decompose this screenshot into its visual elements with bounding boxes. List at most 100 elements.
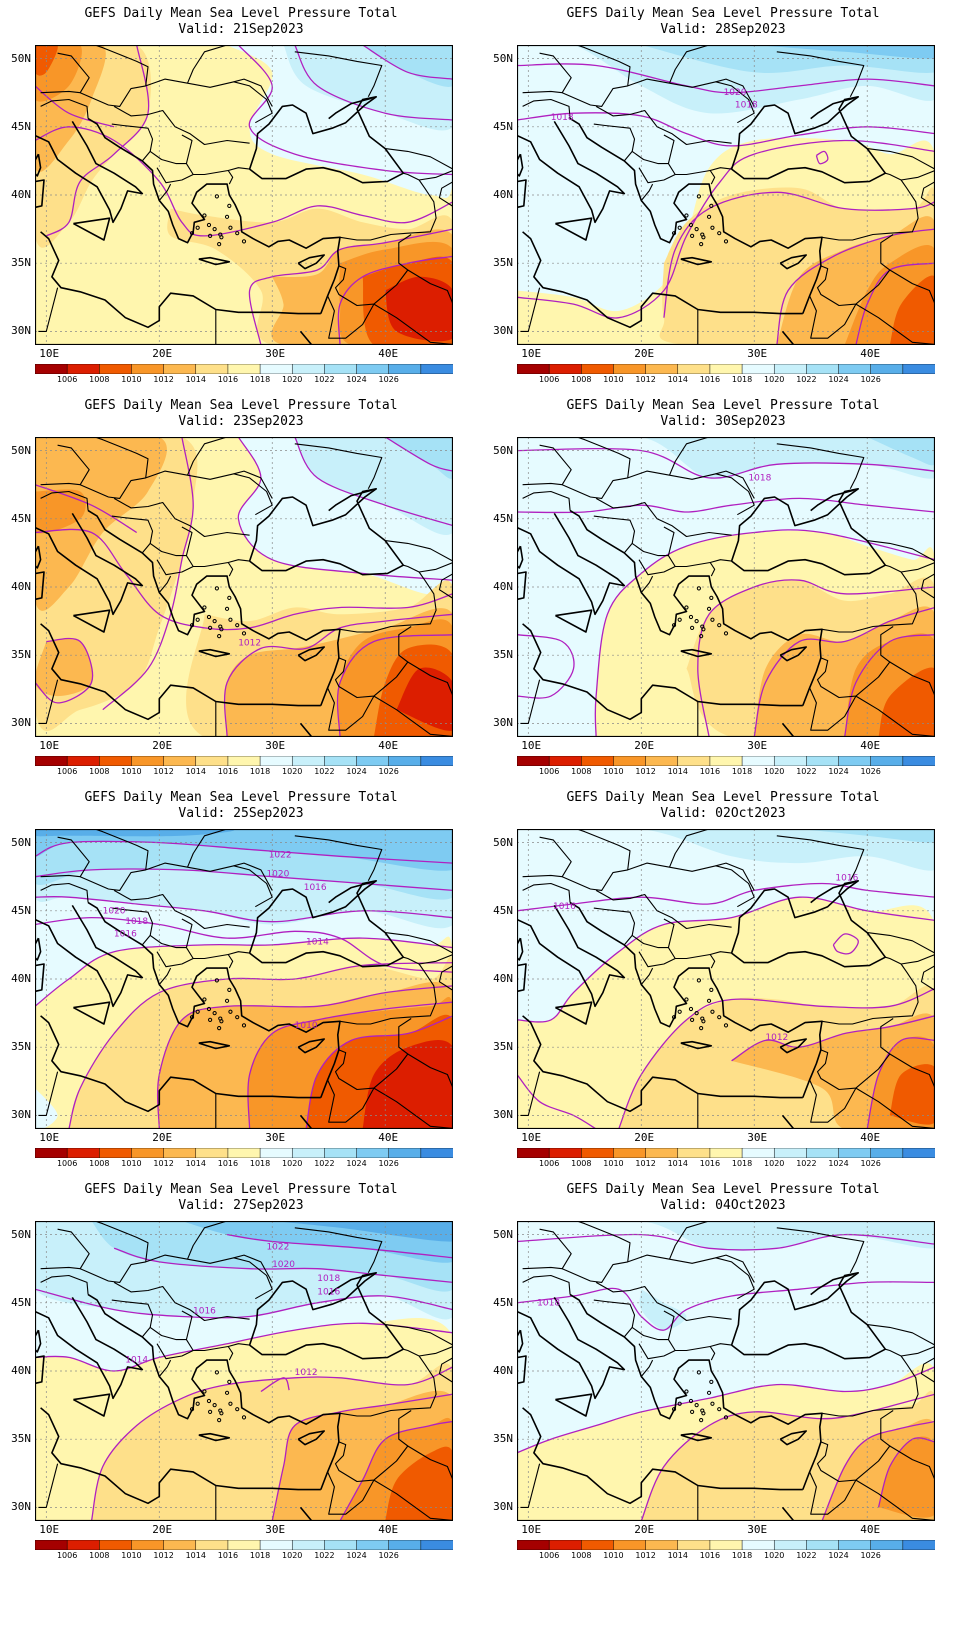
country-border [57,52,90,93]
coastline [517,179,527,209]
pressure-map-svg: 1018 [517,437,935,737]
country-border [111,907,154,946]
colorbar-swatch [35,1148,68,1158]
colorbar-swatch [645,1148,679,1158]
colorbar-swatch [902,756,935,766]
country-border [40,78,273,124]
colorbar-label: 1026 [860,375,881,384]
country-border [809,295,857,339]
isobar-label: 1020 [724,88,747,98]
colorbar-label: 1022 [796,375,817,384]
longitude-label: 40E [378,1523,399,1536]
latitude-label: 35N [11,256,31,270]
country-border [111,1299,154,1338]
island [227,1379,232,1385]
island [208,233,213,239]
isobar-label: 1016 [835,874,858,884]
island [677,617,682,622]
isobar-line [866,1037,935,1129]
country-border [821,564,919,633]
island [694,1402,699,1408]
island [206,1006,212,1012]
country-border [233,470,273,499]
map-panel: GEFS Daily Mean Sea Level Pressure Total… [482,0,964,410]
country-border [631,1326,676,1360]
colorbar-swatch [227,364,261,374]
colorbar-label: 1016 [217,375,239,384]
coastline [328,1273,372,1296]
country-border [576,45,631,86]
pressure-map: 1020 1018 1018 [517,45,935,345]
colorbar-swatch [581,756,615,766]
colorbar-swatch [581,364,615,374]
map-frame [517,437,935,737]
isobar-label: 1022 [269,850,292,860]
country-border [855,695,935,737]
colorbar-swatch [581,1540,615,1550]
country-border [776,835,865,882]
latitude-label: 40N [493,188,513,201]
country-border [867,1324,935,1346]
colorbar-swatch [195,364,229,374]
colorbar-swatch [99,756,133,766]
colorbar-swatch [517,756,550,766]
colorbar-swatch [259,1148,293,1158]
pressure-band [35,638,93,697]
isobar-line [90,1366,453,1521]
colorbar-label: 1018 [731,1159,753,1168]
island [202,997,207,1002]
island [212,1010,217,1016]
colorbar-swatch [324,1148,358,1158]
isobar-label: 1016 [317,1287,340,1297]
colorbar-swatch [324,1540,358,1550]
colorbar-swatch [677,364,711,374]
country-border [233,862,273,891]
country-border [593,123,636,162]
island [684,213,689,218]
country-border [593,515,636,554]
colorbar-swatch [99,1540,133,1550]
latitude-label: 45N [493,119,513,133]
island [701,627,706,632]
country-border [419,1345,453,1384]
island [195,1009,200,1014]
isobar-line [68,961,453,1129]
colorbar [517,1148,935,1158]
coastline [35,1355,45,1385]
coastline [73,609,111,633]
colorbar-swatch [420,1540,453,1550]
coastline [569,901,823,1098]
country-border [40,490,89,511]
coastline [779,646,807,662]
island [706,998,712,1003]
country-border [158,1359,172,1377]
colorbar-swatch [870,1540,904,1550]
map-frame [35,1221,453,1521]
coastline [781,1506,796,1521]
island [224,998,230,1003]
isobar-label: 1020 [266,870,289,880]
colorbar-swatch [99,364,133,374]
country-border [294,835,383,882]
country-border [181,918,193,948]
panel-valid-date: Valid: 21Sep2023 [178,22,304,37]
colorbar-swatch [902,1540,935,1550]
longitude-label: 10E [521,347,542,360]
colorbar-swatch [709,1540,743,1550]
country-border [901,561,935,600]
coastline [297,254,325,270]
isobar-line [517,1074,597,1129]
colorbar-label: 1016 [217,767,239,776]
coastline [517,120,626,224]
coastline [517,1296,626,1400]
island [690,625,695,631]
island [235,1407,240,1412]
panel-valid-date: Valid: 02Oct2023 [660,806,786,821]
coastline [328,489,372,512]
country-border [889,269,935,306]
country-border [94,437,149,478]
isobar-line [362,45,453,80]
colorbar-label: 1010 [121,767,142,776]
country-border [522,882,571,903]
